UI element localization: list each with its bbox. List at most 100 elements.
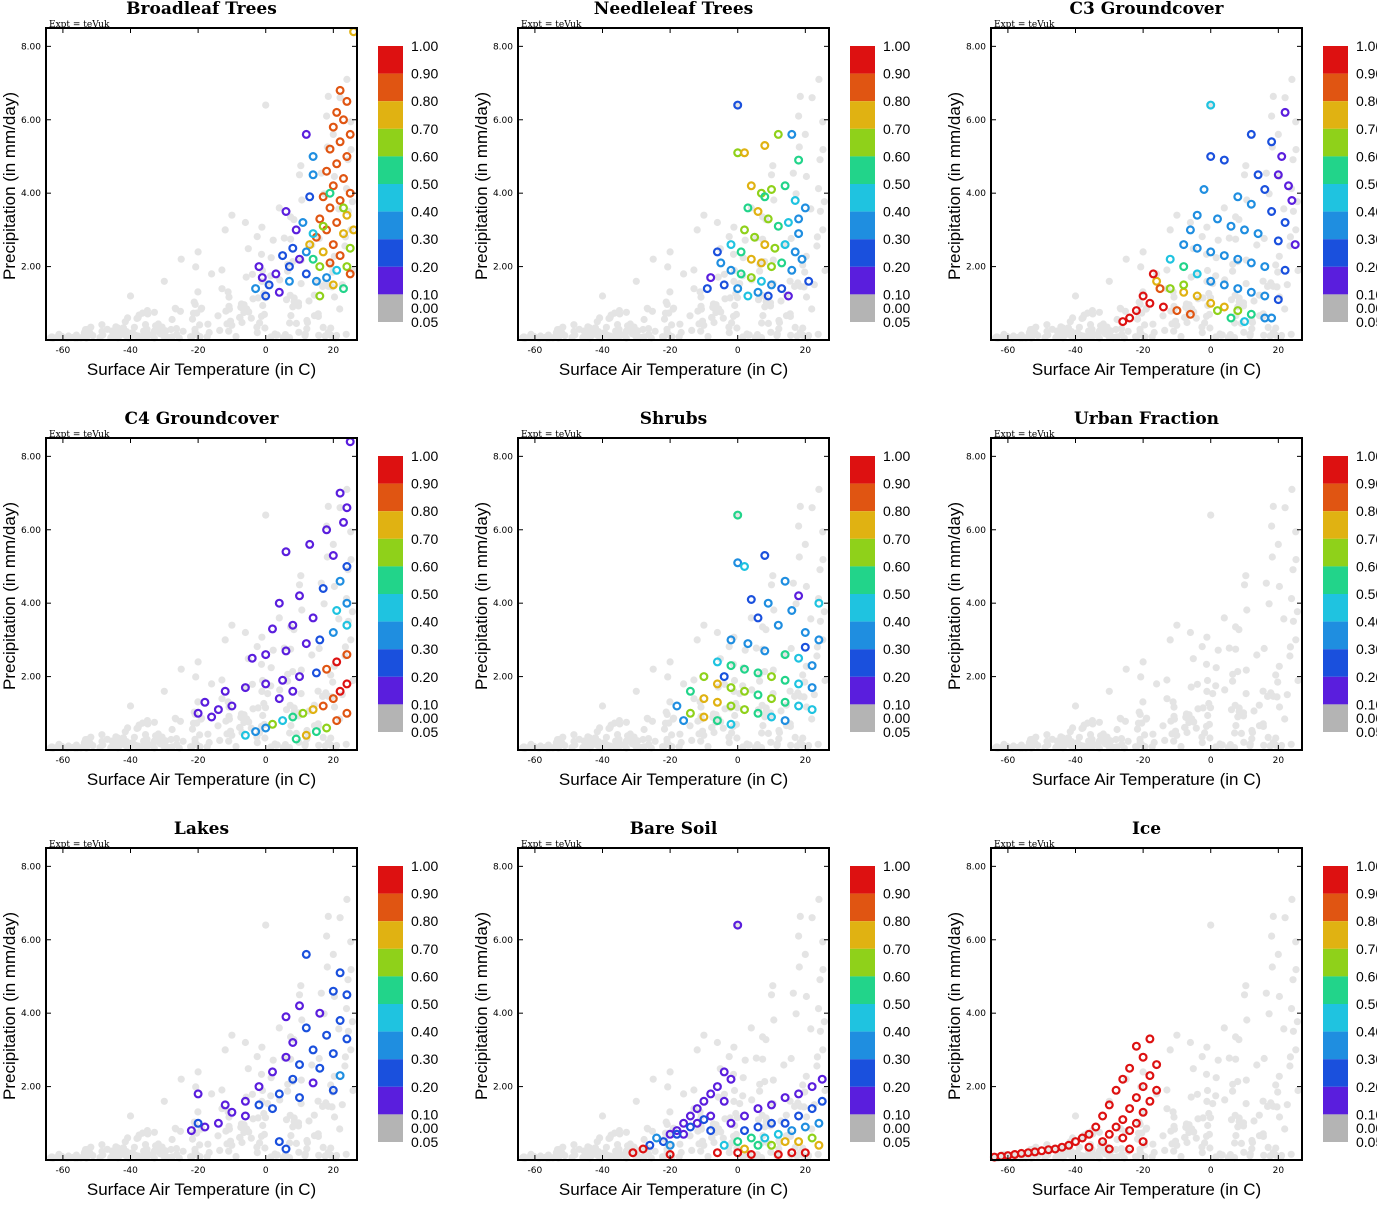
background-point (1198, 1053, 1206, 1061)
data-point (281, 547, 291, 557)
panel-title: Broadleaf Trees (126, 0, 277, 19)
background-point (730, 1097, 738, 1105)
data-point (318, 192, 328, 202)
data-point (699, 1096, 709, 1106)
background-point (1088, 717, 1096, 725)
background-point (816, 976, 824, 984)
background-point (662, 298, 670, 306)
colorbar-label: 0.90 (883, 476, 910, 492)
data-point (1267, 313, 1277, 323)
background-point (816, 207, 825, 215)
data-point (1192, 243, 1202, 253)
data-point (1131, 1093, 1141, 1103)
data-point (311, 668, 321, 678)
data-point (1125, 1144, 1135, 1154)
background-point (725, 1053, 733, 1061)
colorbar: 1.000.900.800.700.600.500.400.300.200.10… (850, 858, 910, 1150)
background-point (154, 730, 162, 738)
background-point (1143, 714, 1151, 722)
background-points (519, 895, 829, 1162)
background-point (773, 742, 781, 750)
background-point (802, 992, 811, 1001)
data-point (268, 719, 278, 729)
background-point (192, 1083, 200, 1091)
x-tick-label: -60 (1001, 346, 1016, 356)
background-point (1086, 731, 1095, 739)
background-point (1243, 606, 1251, 614)
background-point (1173, 211, 1181, 219)
colorbar-label: 0.90 (411, 66, 438, 82)
colorbar-label: 0.50 (1356, 586, 1377, 602)
data-point (322, 525, 332, 535)
colorbar-label: 1.00 (411, 448, 438, 464)
data-point (753, 1104, 763, 1114)
background-point (303, 1138, 312, 1147)
background-point (693, 1046, 701, 1054)
data-point (739, 148, 749, 158)
background-point (802, 1072, 810, 1080)
background-point (725, 329, 733, 337)
background-point (193, 719, 201, 727)
background-point (795, 522, 803, 530)
background-point (297, 1076, 305, 1084)
data-point (349, 27, 359, 37)
background-point (1137, 263, 1145, 271)
background-point (1262, 169, 1270, 177)
background-point (1205, 699, 1213, 708)
background-point (157, 737, 165, 745)
background-point (787, 644, 795, 653)
x-tick-label: -20 (663, 756, 678, 766)
y-tick-label: 4.00 (21, 599, 41, 609)
colorbar-label: 0.05 (411, 724, 438, 740)
data-point (186, 1126, 196, 1136)
colorbar-label: 0.50 (883, 176, 910, 192)
background-point (813, 242, 821, 250)
background-point (664, 263, 672, 271)
data-point (1260, 291, 1270, 301)
background-point (759, 623, 767, 631)
background-point (1044, 331, 1052, 339)
expt-label: Expt = teVuk (994, 20, 1055, 30)
background-point (1166, 226, 1174, 234)
background-point (157, 327, 165, 335)
colorbar-swatch (1323, 128, 1348, 157)
background-point (1168, 1140, 1176, 1148)
background-point (815, 895, 823, 904)
background-point (693, 636, 701, 644)
background-point (335, 1025, 343, 1033)
colorbar-swatch (1323, 1004, 1348, 1032)
background-point (1220, 204, 1228, 212)
panel-title: C4 Groundcover (124, 409, 279, 429)
background-point (330, 703, 339, 711)
background-point (330, 293, 339, 301)
background-point (814, 1150, 822, 1158)
data-point (780, 576, 790, 586)
data-point (746, 181, 756, 191)
colorbar-label: 0.40 (411, 614, 438, 630)
background-point (150, 308, 158, 316)
data-point (726, 240, 736, 250)
background-point (676, 730, 684, 738)
background-point (295, 1148, 303, 1156)
background-point (1232, 1055, 1240, 1063)
background-point (675, 1153, 683, 1161)
background-point (786, 687, 794, 695)
background-point (1209, 1100, 1217, 1108)
background-point (756, 1087, 764, 1095)
background-point (1246, 332, 1254, 340)
background-point (329, 540, 337, 549)
expt-label: Expt = teVuk (521, 20, 582, 30)
background-point (666, 1108, 674, 1116)
colorbar-swatch (1323, 266, 1348, 295)
background-point (342, 1150, 350, 1158)
background-point (814, 1005, 823, 1013)
background-point (596, 314, 604, 322)
background-point (1193, 1090, 1201, 1098)
background-point (273, 1151, 281, 1159)
background-point (752, 644, 760, 652)
x-tick-label: 0 (735, 1166, 741, 1176)
background-point (248, 680, 256, 688)
background-point (1212, 743, 1220, 751)
data-point (706, 1111, 716, 1121)
data-point (301, 129, 311, 139)
